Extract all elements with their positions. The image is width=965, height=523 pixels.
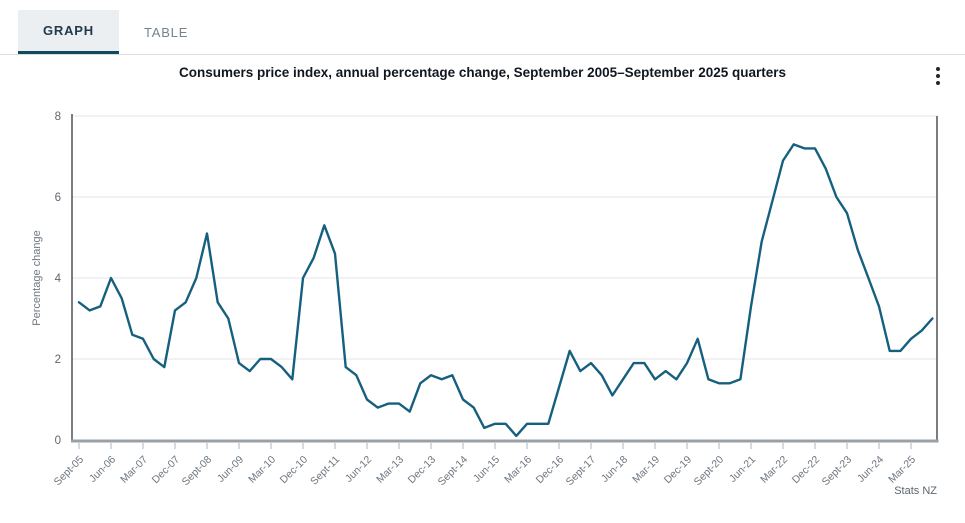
x-tick-label: Dec-10	[278, 454, 311, 487]
tab-table[interactable]: TABLE	[119, 10, 213, 54]
y-tick-label: 6	[55, 192, 61, 204]
x-tick-label: Mar-13	[374, 454, 406, 486]
kebab-menu-icon[interactable]	[931, 63, 945, 89]
x-tick-label: Dec-16	[534, 454, 567, 487]
tab-graph-label: GRAPH	[43, 23, 94, 38]
x-tick-label: Dec-13	[406, 454, 439, 487]
y-tick-label: 8	[55, 111, 61, 123]
x-tick-label: Jun-21	[727, 454, 758, 485]
tab-graph[interactable]: GRAPH	[18, 10, 119, 54]
x-tick-label: Mar-10	[246, 454, 278, 486]
x-tick-label: Sept-08	[180, 454, 215, 489]
tab-table-label: TABLE	[143, 24, 189, 40]
y-axis-title: Percentage change	[31, 230, 43, 325]
x-tick-label: Jun-18	[599, 454, 630, 485]
x-tick-label: Mar-16	[502, 454, 534, 486]
x-tick-label: Dec-22	[790, 454, 823, 487]
x-tick-label: Jun-06	[87, 454, 118, 485]
tab-bar: GRAPH TABLE	[0, 10, 965, 55]
x-tick-label: Jun-12	[343, 454, 374, 485]
y-tick-label: 2	[55, 354, 61, 366]
x-tick-label: Mar-22	[758, 454, 790, 486]
x-tick-label: Sept-20	[692, 454, 727, 489]
x-tick-label: Sept-14	[436, 454, 471, 489]
x-tick-label: Jun-24	[855, 454, 886, 485]
x-tick-label: Jun-15	[471, 454, 502, 485]
y-tick-label: 0	[55, 435, 61, 447]
cpi-series-line[interactable]	[77, 143, 934, 438]
x-tick-label: Dec-19	[662, 454, 695, 487]
kebab-dot	[936, 67, 940, 71]
x-tick-label: Sept-23	[820, 454, 855, 489]
y-tick-label: 4	[55, 273, 62, 285]
x-tick-label: Sept-05	[52, 454, 87, 489]
x-tick-label: Mar-25	[886, 454, 918, 486]
x-tick-label: Dec-07	[150, 454, 183, 487]
x-tick-label: Sept-11	[308, 454, 342, 488]
chart-title: Consumers price index, annual percentage…	[179, 65, 786, 80]
x-tick-label: Jun-09	[215, 454, 246, 485]
x-tick-label: Sept-17	[564, 454, 599, 489]
kebab-dot	[936, 74, 940, 78]
kebab-dot	[936, 81, 940, 85]
x-tick-label: Mar-19	[630, 454, 662, 486]
source-attribution: Stats NZ	[894, 485, 937, 497]
x-tick-label: Mar-07	[118, 454, 150, 486]
